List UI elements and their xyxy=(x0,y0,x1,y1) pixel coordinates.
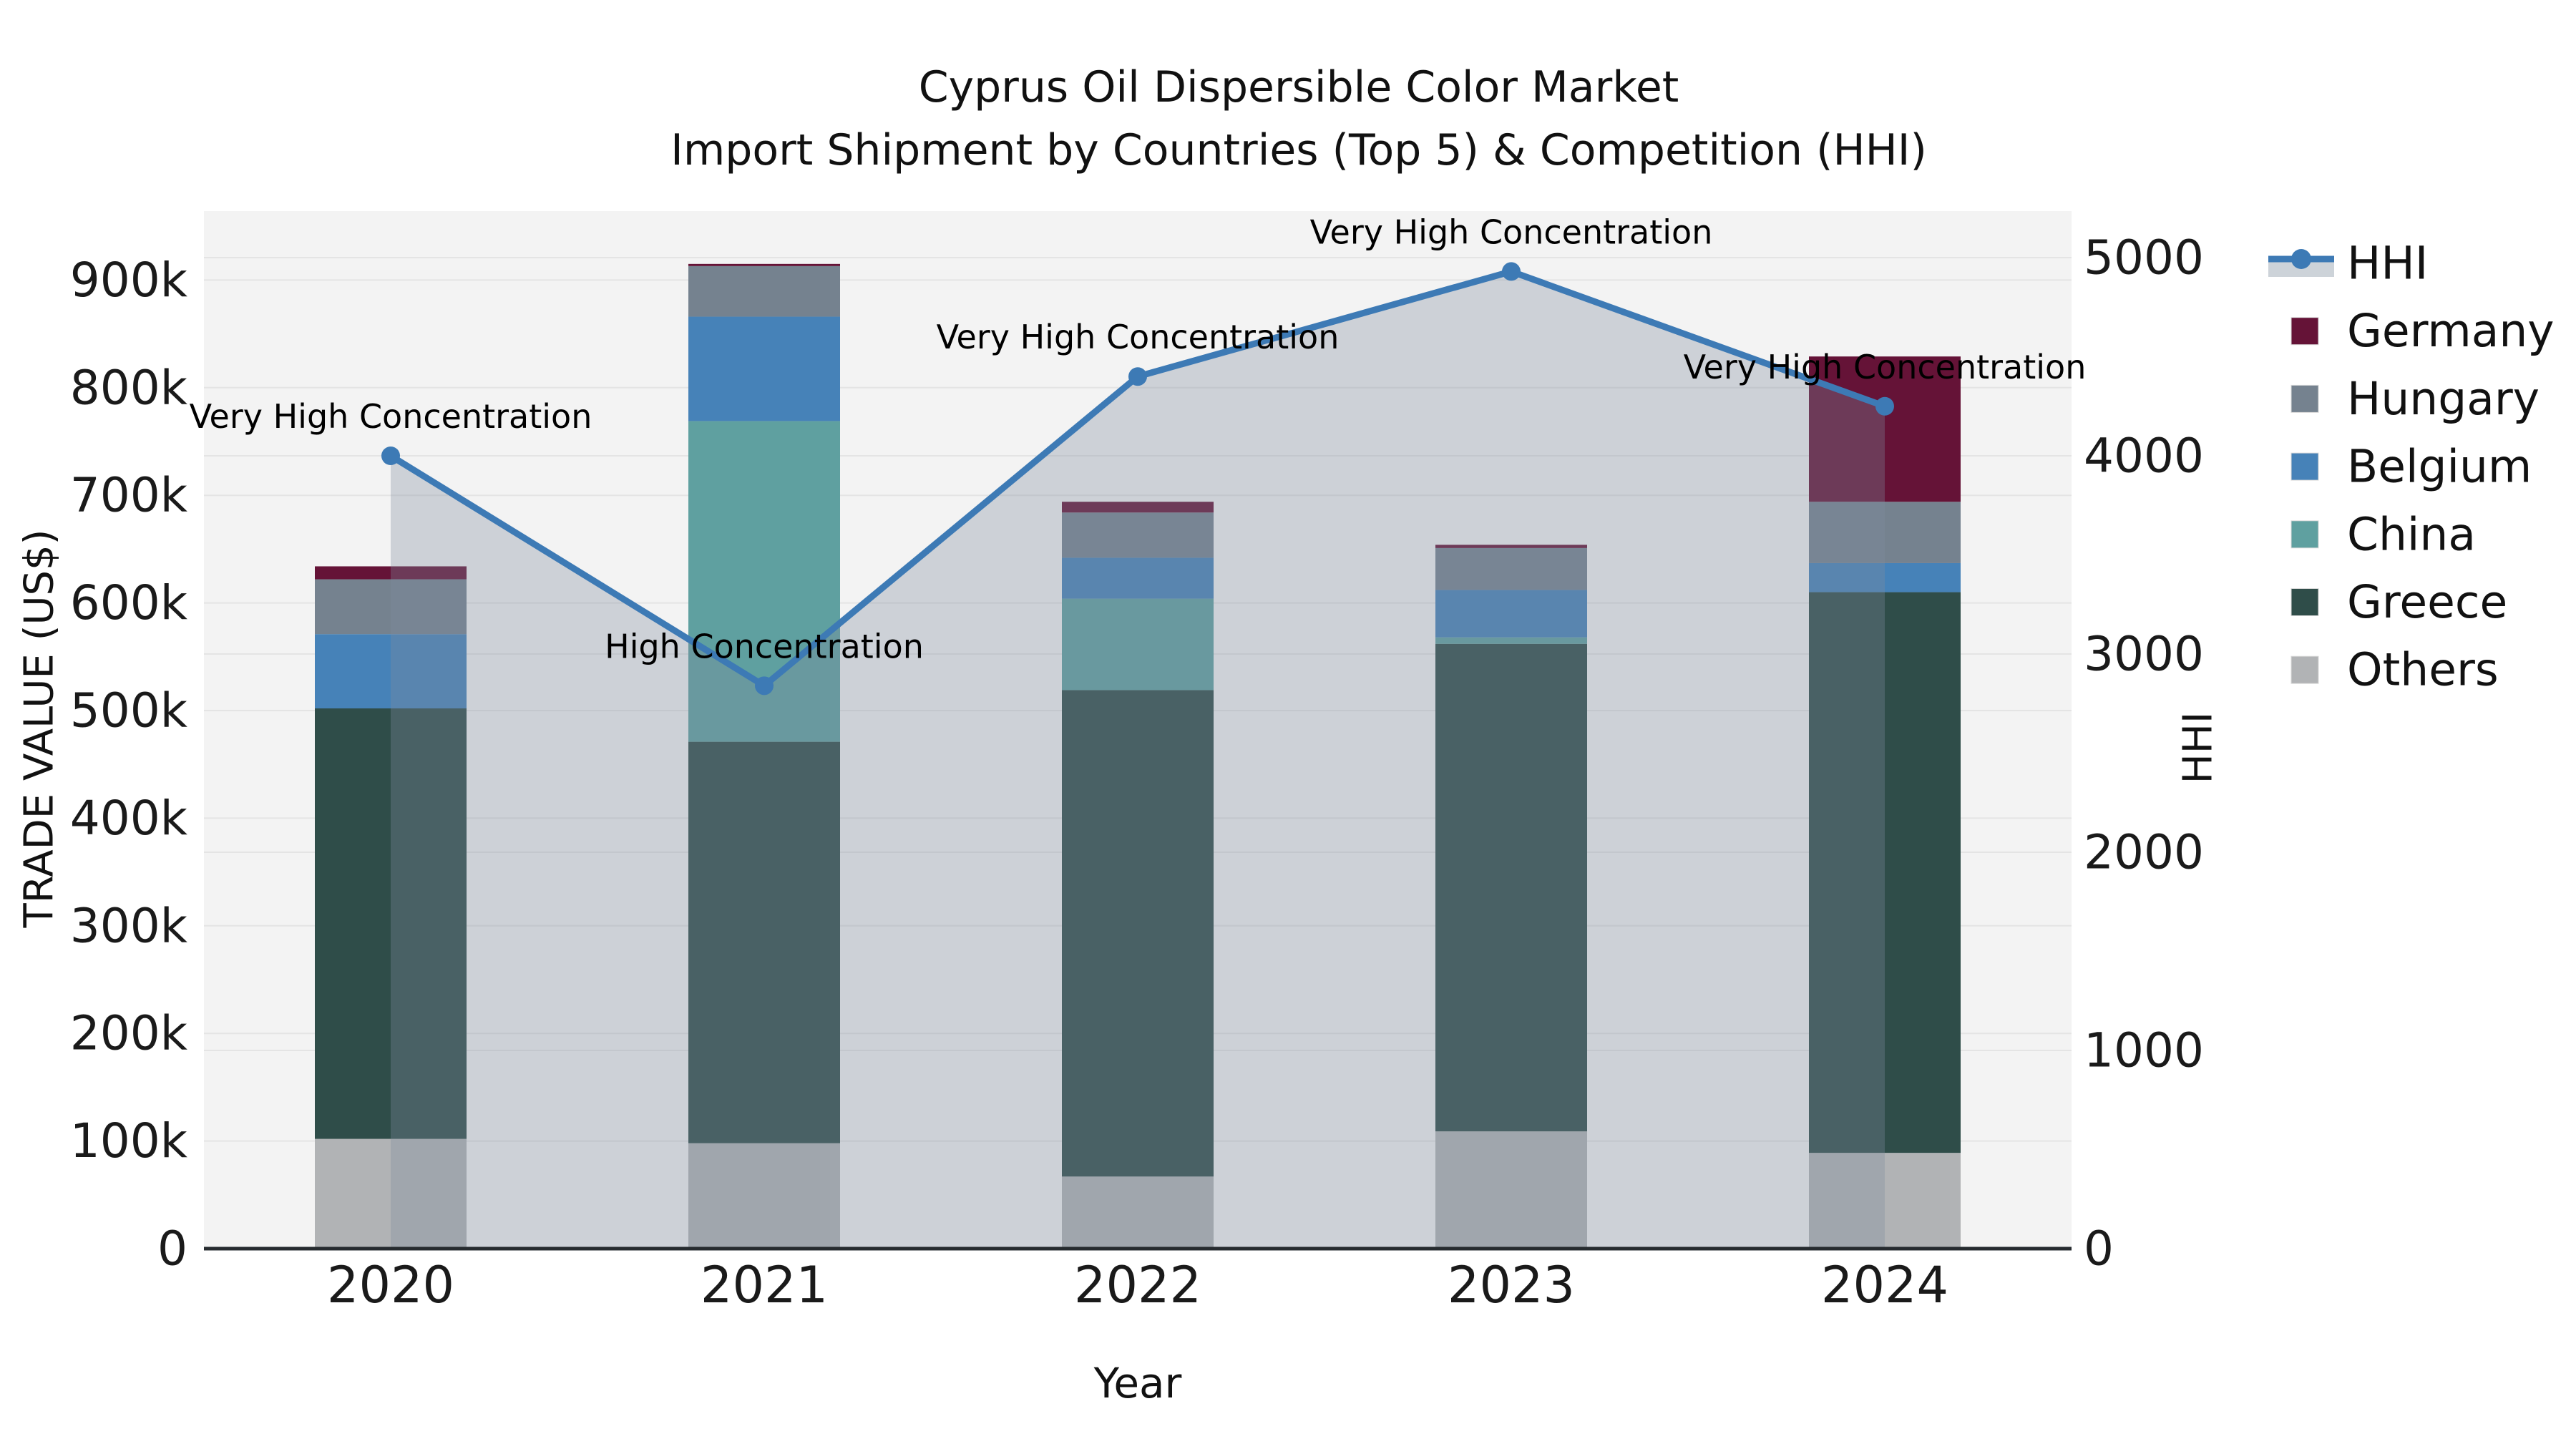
bar-segment-others-2020 xyxy=(315,1138,467,1249)
x-tick-label-2021: 2021 xyxy=(701,1256,828,1314)
hhi-marker-2021 xyxy=(755,676,774,696)
x-axis-title: Year xyxy=(1093,1359,1182,1407)
bar-segment-germany-2023 xyxy=(1435,545,1587,548)
bar-segment-hungary-2021 xyxy=(688,265,840,317)
bar-segment-greece-2024 xyxy=(1809,592,1961,1153)
x-tick-label-2022: 2022 xyxy=(1074,1256,1201,1314)
hhi-area-fill xyxy=(391,271,1885,1249)
bar-segment-belgium-2024 xyxy=(1809,562,1961,592)
legend-swatch-greece xyxy=(2290,588,2319,616)
x-tick-label-2024: 2024 xyxy=(1821,1256,1948,1314)
bar-segment-belgium-2020 xyxy=(315,634,467,708)
y-right-tick-label: 1000 xyxy=(2084,1023,2204,1078)
x-tick-label-2020: 2020 xyxy=(327,1256,454,1314)
legend-swatch-belgium xyxy=(2290,452,2319,481)
annotation-2021: High Concentration xyxy=(605,627,924,665)
bar-segment-greece-2022 xyxy=(1062,690,1214,1177)
y-left-tick-label: 800k xyxy=(70,360,188,415)
bar-segment-greece-2020 xyxy=(315,708,467,1139)
legend-label-others: Others xyxy=(2347,644,2499,696)
bar-segment-belgium-2023 xyxy=(1435,590,1587,638)
bar-segment-others-2022 xyxy=(1062,1176,1214,1249)
y-right-tick-label: 2000 xyxy=(2084,825,2204,880)
bar-segment-china-2022 xyxy=(1062,598,1214,691)
bar-segment-hungary-2022 xyxy=(1062,512,1214,558)
y-left-tick-label: 300k xyxy=(70,898,188,953)
bar-segment-belgium-2021 xyxy=(688,316,840,421)
chart-title-line1: Cyprus Oil Dispersible Color Market xyxy=(918,62,1679,112)
chart-title-line2: Import Shipment by Countries (Top 5) & C… xyxy=(670,125,1927,175)
bar-segment-germany-2020 xyxy=(315,566,467,580)
bar-segment-belgium-2022 xyxy=(1062,557,1214,599)
bar-segment-others-2021 xyxy=(688,1143,840,1249)
legend-label-hhi: HHI xyxy=(2347,238,2428,290)
legend-swatch-germany xyxy=(2290,317,2319,346)
legend-label-hungary: Hungary xyxy=(2347,373,2540,425)
y-right-tick-label: 4000 xyxy=(2084,429,2204,484)
y-left-tick-label: 600k xyxy=(70,575,188,630)
hhi-marker-2022 xyxy=(1128,367,1147,386)
y-left-tick-label: 200k xyxy=(70,1006,188,1061)
y-axis-right-title: HHI xyxy=(2175,711,2222,784)
bar-segment-hungary-2020 xyxy=(315,579,467,635)
bar-segment-germany-2021 xyxy=(688,263,840,266)
bar-segment-germany-2022 xyxy=(1062,502,1214,513)
y-left-tick-label: 900k xyxy=(70,253,188,308)
y-left-tick-label: 400k xyxy=(70,791,188,846)
annotation-2022: Very High Concentration xyxy=(937,318,1340,356)
hhi-marker-2020 xyxy=(381,447,400,465)
y-left-tick-label: 100k xyxy=(70,1113,188,1169)
legend-swatch-china xyxy=(2290,520,2319,549)
y-right-tick-label: 3000 xyxy=(2084,627,2204,682)
x-tick-label-2023: 2023 xyxy=(1448,1256,1575,1314)
annotation-2023: Very High Concentration xyxy=(1310,213,1713,251)
annotation-2024: Very High Concentration xyxy=(1684,348,2087,386)
legend-label-germany: Germany xyxy=(2347,305,2555,357)
y-left-tick-label: 700k xyxy=(70,468,188,523)
bar-segment-china-2023 xyxy=(1435,637,1587,644)
y-axis-left-title: TRADE VALUE (US$) xyxy=(16,529,63,928)
legend-swatch-others xyxy=(2290,655,2319,684)
bar-segment-others-2024 xyxy=(1809,1153,1961,1249)
bar-segment-germany-2024 xyxy=(1809,356,1961,502)
hhi-marker-2023 xyxy=(1502,262,1521,281)
legend-label-greece: Greece xyxy=(2347,576,2507,628)
legend-swatch-hungary xyxy=(2290,384,2319,413)
bar-segment-greece-2021 xyxy=(688,741,840,1143)
bar-segment-greece-2023 xyxy=(1435,643,1587,1132)
annotation-2020: Very High Concentration xyxy=(190,397,592,436)
legend-label-belgium: Belgium xyxy=(2347,441,2532,493)
y-left-tick-label: 0 xyxy=(157,1221,187,1277)
y-left-tick-label: 500k xyxy=(70,683,188,738)
bar-segment-others-2023 xyxy=(1435,1131,1587,1249)
y-right-tick-label: 0 xyxy=(2084,1221,2114,1277)
hhi-marker-2024 xyxy=(1875,396,1894,416)
legend-label-china: China xyxy=(2347,508,2476,560)
bar-segment-hungary-2023 xyxy=(1435,547,1587,590)
chart-title: Cyprus Oil Dispersible Color Market Impo… xyxy=(0,56,2576,182)
bar-segment-hungary-2024 xyxy=(1809,502,1961,563)
y-right-tick-label: 5000 xyxy=(2084,230,2204,286)
legend-hhi-marker-sample xyxy=(2291,249,2311,269)
